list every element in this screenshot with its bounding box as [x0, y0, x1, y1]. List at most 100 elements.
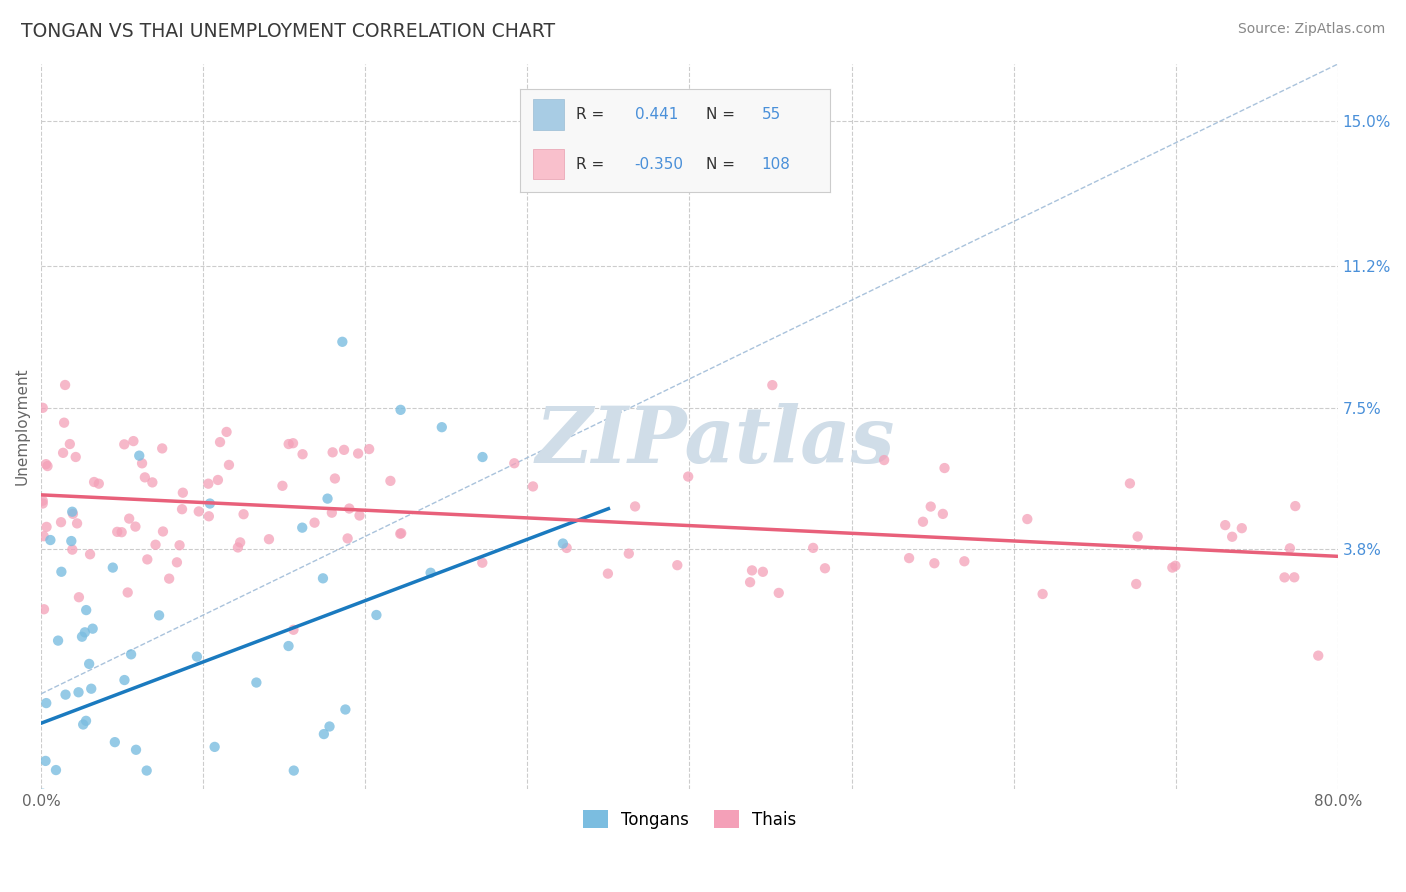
Point: [218, 458, 240, 472]
Point: [45, 875, 67, 889]
Point: [380, 474, 402, 488]
Point: [898, 551, 921, 566]
Point: [283, 623, 305, 637]
Point: [291, 447, 314, 461]
Point: [1164, 558, 1187, 573]
Point: [31, 496, 53, 510]
Point: [349, 508, 371, 523]
Point: [347, 446, 370, 460]
Point: [752, 565, 775, 579]
Point: [67, 591, 90, 605]
Point: [73, 625, 96, 640]
Point: [1308, 648, 1330, 663]
Point: [761, 378, 783, 392]
Point: [72, 717, 94, 731]
Point: [335, 702, 357, 716]
Point: [186, 649, 208, 664]
Point: [1284, 570, 1306, 584]
Point: [77, 657, 100, 671]
Point: [953, 554, 976, 568]
Point: [197, 476, 219, 491]
Point: [312, 571, 335, 585]
Bar: [533, 99, 564, 130]
Point: [69, 846, 91, 860]
Point: [617, 547, 640, 561]
Point: [330, 334, 353, 349]
Point: [187, 504, 209, 518]
Point: [1284, 499, 1306, 513]
Point: [1230, 521, 1253, 535]
Point: [31, 401, 53, 415]
Point: [232, 507, 254, 521]
Point: [215, 425, 238, 439]
Point: [359, 442, 381, 456]
Point: [596, 566, 619, 581]
Point: [52, 851, 75, 865]
Point: [111, 525, 134, 540]
Point: [1274, 570, 1296, 584]
Point: [245, 675, 267, 690]
Point: [49, 515, 72, 529]
Point: [555, 541, 578, 555]
Point: [226, 541, 249, 555]
Point: [120, 648, 142, 662]
Point: [59, 437, 82, 451]
Point: [83, 475, 105, 489]
Point: [35, 457, 58, 471]
Text: 55: 55: [762, 107, 780, 122]
Legend: Tongans, Thais: Tongans, Thais: [576, 804, 803, 835]
Point: [920, 500, 942, 514]
Point: [277, 437, 299, 451]
Point: [114, 673, 136, 687]
Point: [471, 556, 494, 570]
Point: [312, 727, 335, 741]
Text: Source: ZipAtlas.com: Source: ZipAtlas.com: [1237, 22, 1385, 37]
Point: [291, 521, 314, 535]
Point: [522, 479, 544, 493]
Point: [198, 496, 221, 510]
Point: [82, 622, 104, 636]
Point: [62, 507, 84, 521]
Point: [198, 509, 221, 524]
Point: [1017, 512, 1039, 526]
Point: [51, 565, 73, 579]
Point: [87, 476, 110, 491]
Point: [59, 800, 82, 814]
Point: [1213, 518, 1236, 533]
Point: [318, 719, 340, 733]
Point: [128, 449, 150, 463]
Point: [60, 542, 83, 557]
Point: [1119, 476, 1142, 491]
Point: [152, 524, 174, 539]
Point: [131, 456, 153, 470]
Point: [31, 787, 53, 801]
Point: [911, 515, 934, 529]
Text: ZIPatlas: ZIPatlas: [536, 403, 896, 479]
Point: [768, 586, 790, 600]
Point: [333, 442, 356, 457]
Point: [551, 536, 574, 550]
Point: [934, 461, 956, 475]
Point: [207, 473, 229, 487]
Point: [666, 558, 689, 573]
Point: [277, 639, 299, 653]
Point: [741, 563, 763, 577]
Point: [169, 538, 191, 552]
Point: [337, 501, 360, 516]
Point: [101, 560, 124, 574]
Point: [932, 507, 955, 521]
Point: [90, 855, 112, 870]
Point: [118, 511, 141, 525]
Text: N =: N =: [706, 107, 735, 122]
Point: [145, 538, 167, 552]
Point: [316, 491, 339, 506]
Point: [70, 630, 93, 644]
Point: [281, 436, 304, 450]
Text: -0.350: -0.350: [634, 157, 683, 171]
Point: [1220, 530, 1243, 544]
Point: [624, 500, 647, 514]
Point: [32, 529, 55, 543]
Point: [35, 520, 58, 534]
Point: [80, 681, 103, 696]
Text: 108: 108: [762, 157, 790, 171]
